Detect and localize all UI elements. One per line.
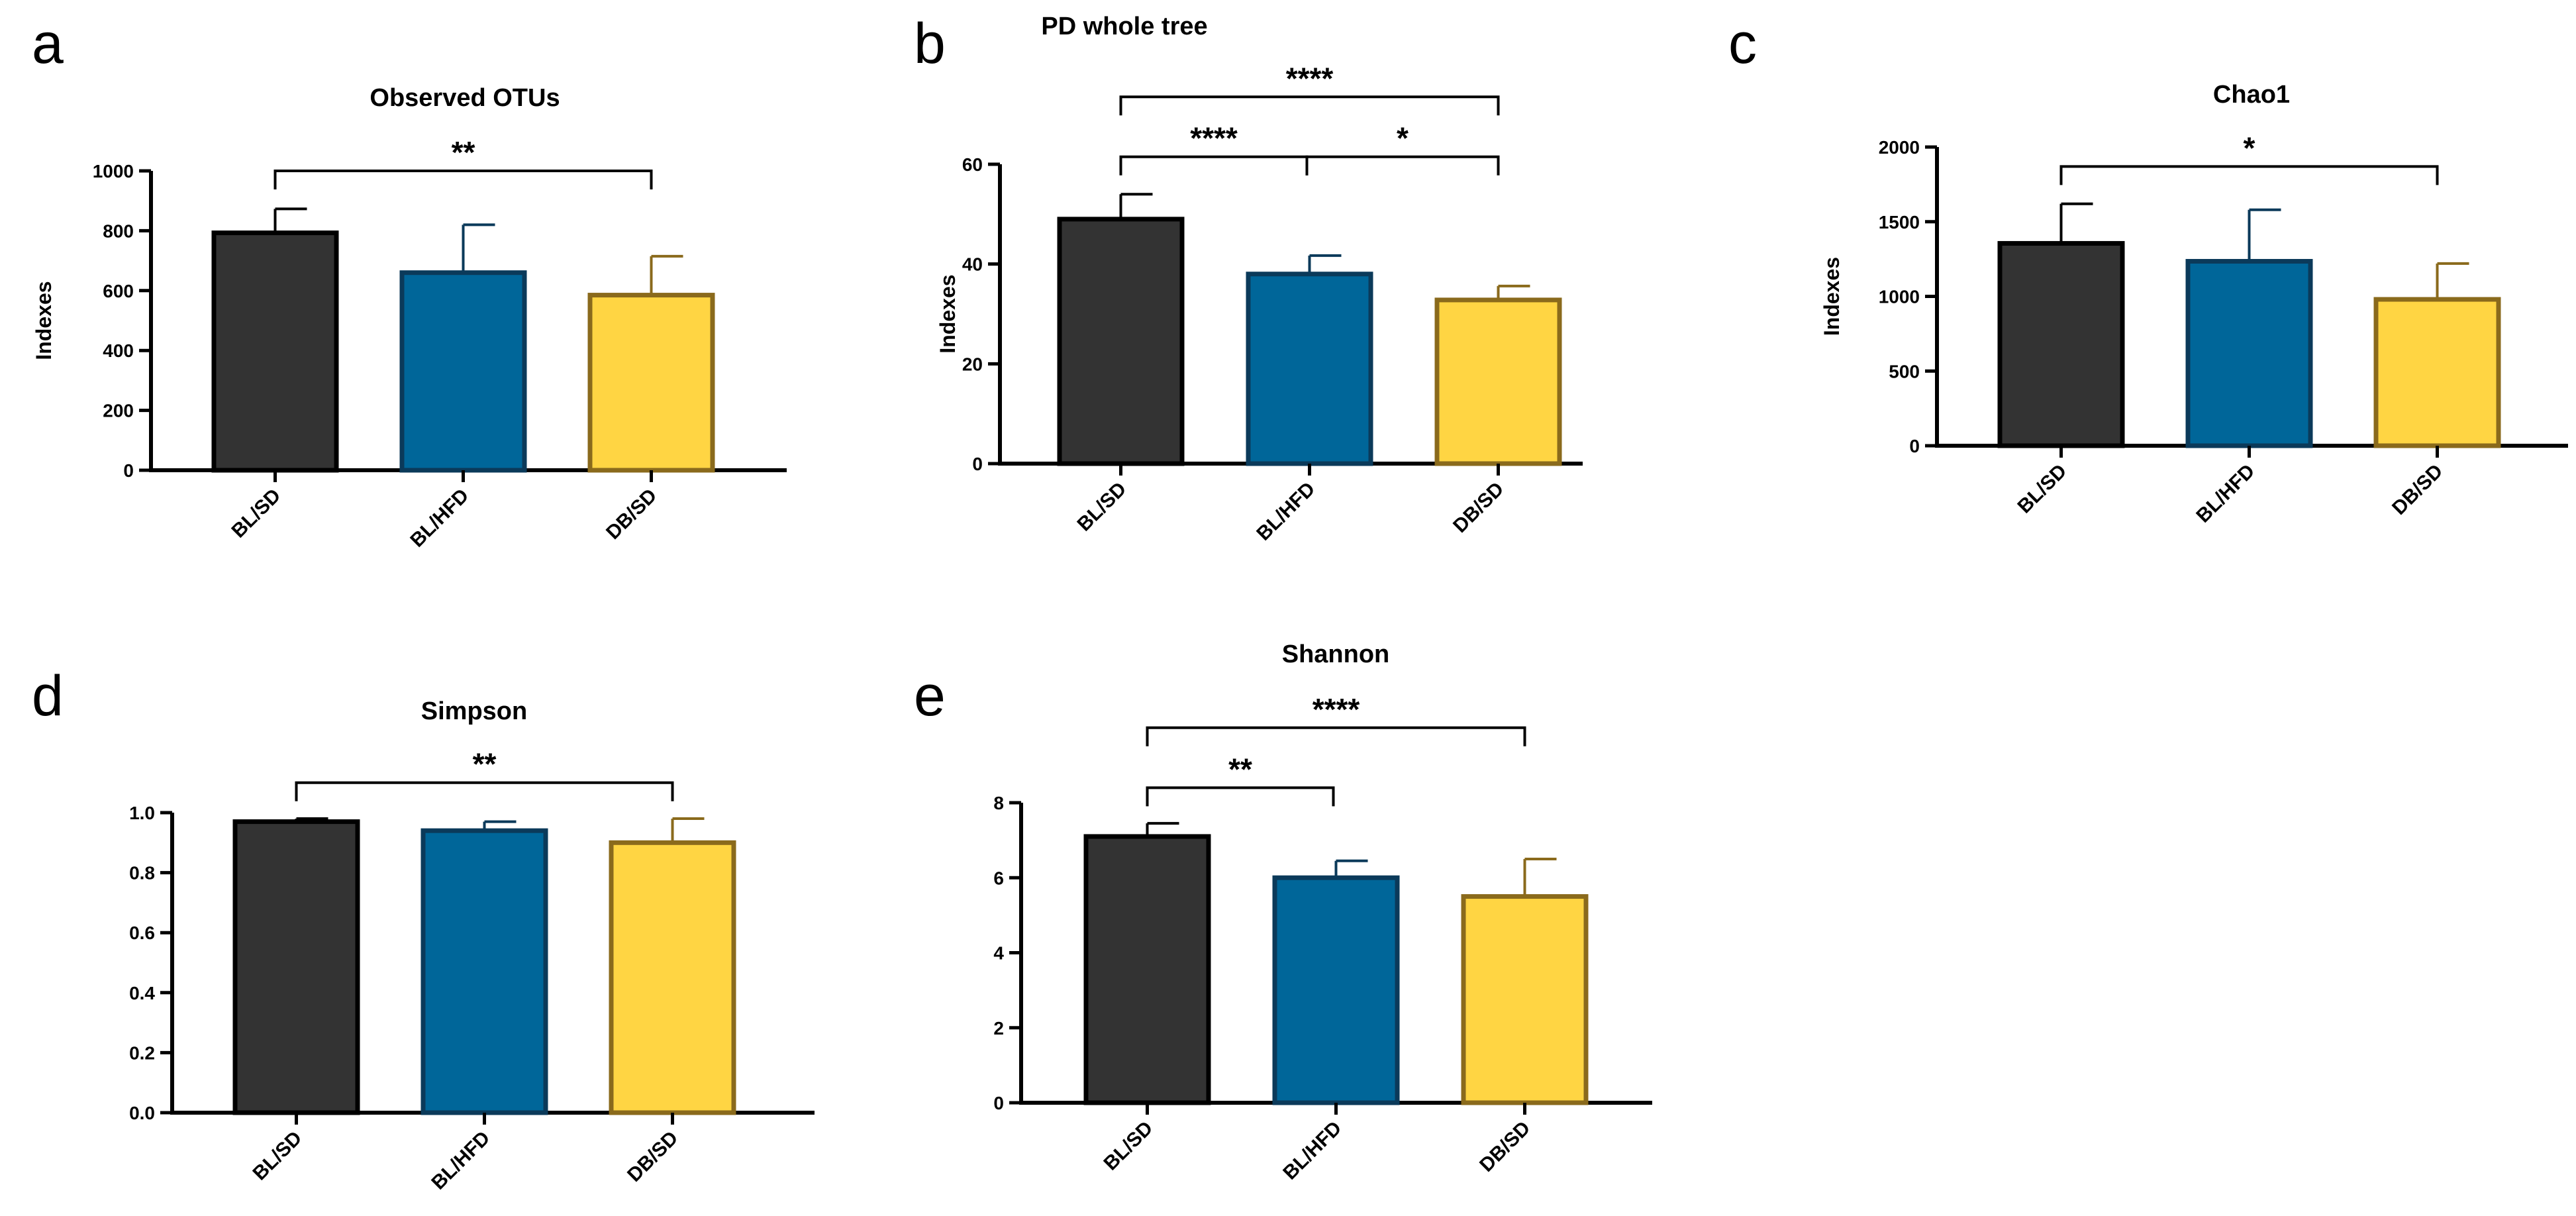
y-tick-label-d: 0.4 xyxy=(129,983,155,1003)
significance-label-b: **** xyxy=(1190,121,1238,156)
significance-label-d: ** xyxy=(473,747,497,782)
y-tick-label-b: 60 xyxy=(962,154,983,175)
y-axis-label-a: Indexes xyxy=(32,281,56,360)
y-tick-label-d: 0.8 xyxy=(129,863,155,884)
panel-letter-d: d xyxy=(32,664,64,728)
x-tick-label-e: BL/HFD xyxy=(1279,1117,1346,1184)
y-axis-label-b: Indexes xyxy=(936,274,960,353)
x-tick-label-a: BL/HFD xyxy=(406,485,473,552)
y-axis-label-c: Indexes xyxy=(1820,257,1844,336)
y-tick-label-c: 1500 xyxy=(1879,212,1920,232)
bar-b-bl-sd xyxy=(1057,217,1185,466)
panel-letter-e: e xyxy=(914,664,946,728)
bar-e-db-sd xyxy=(1461,894,1589,1105)
y-tick-label-d: 0.2 xyxy=(129,1042,155,1063)
y-tick-label-e: 4 xyxy=(993,943,1004,964)
panel-letter-c: c xyxy=(1728,12,1757,76)
bar-d-db-sd xyxy=(609,840,736,1115)
bar-d-bl-hfd xyxy=(421,828,548,1115)
chart-title-b: PD whole tree xyxy=(1041,13,1207,40)
panel-letter-b: b xyxy=(914,12,946,76)
chart-title-d: Simpson xyxy=(421,697,527,725)
y-tick-label-a: 1000 xyxy=(93,161,134,181)
y-tick-label-d: 1.0 xyxy=(129,803,155,823)
bar-a-bl-sd xyxy=(211,230,339,473)
chart-title-e: Shannon xyxy=(1282,640,1390,668)
panel-letter-a: a xyxy=(32,12,64,76)
significance-label-e: **** xyxy=(1313,692,1360,727)
bar-a-db-sd xyxy=(587,293,715,473)
x-tick-label-b: BL/HFD xyxy=(1252,478,1319,545)
significance-label-a: ** xyxy=(452,135,475,170)
bar-e-bl-hfd xyxy=(1272,875,1400,1105)
x-tick-label-d: BL/HFD xyxy=(427,1127,494,1194)
x-tick-label-e: DB/SD xyxy=(1475,1117,1534,1176)
y-tick-label-c: 0 xyxy=(1909,436,1920,456)
x-tick-label-c: DB/SD xyxy=(2388,460,2447,519)
chart-title-a: Observed OTUs xyxy=(370,84,560,112)
significance-bracket-e xyxy=(1146,786,1335,807)
significance-label-b: **** xyxy=(1286,61,1334,95)
bar-c-bl-hfd xyxy=(2185,259,2313,448)
x-tick-label-b: DB/SD xyxy=(1449,478,1508,537)
x-tick-label-d: BL/SD xyxy=(248,1127,306,1185)
significance-label-b: * xyxy=(1397,121,1409,156)
bar-c-db-sd xyxy=(2373,297,2501,448)
x-tick-label-c: BL/HFD xyxy=(2192,460,2259,527)
y-tick-label-e: 6 xyxy=(993,868,1004,888)
significance-bracket-a xyxy=(273,170,653,189)
significance-bracket-e xyxy=(1146,726,1526,746)
y-tick-label-a: 400 xyxy=(103,340,134,361)
x-tick-label-a: BL/SD xyxy=(227,485,285,542)
y-tick-label-d: 0.6 xyxy=(129,923,155,943)
bar-a-bl-hfd xyxy=(399,270,527,473)
significance-label-c: * xyxy=(2244,130,2255,165)
significance-bracket-b xyxy=(1305,155,1500,176)
y-tick-label-c: 2000 xyxy=(1879,137,1920,158)
significance-bracket-b xyxy=(1119,95,1500,116)
x-tick-label-d: DB/SD xyxy=(623,1127,682,1186)
y-tick-label-c: 1000 xyxy=(1879,287,1920,307)
bar-c-bl-sd xyxy=(1997,240,2125,448)
y-tick-label-e: 0 xyxy=(993,1093,1004,1113)
significance-bracket-c xyxy=(2059,165,2439,185)
y-tick-label-a: 600 xyxy=(103,281,134,301)
y-tick-label-e: 8 xyxy=(993,793,1004,813)
bar-b-bl-hfd xyxy=(1246,272,1373,466)
y-tick-label-a: 0 xyxy=(123,460,134,481)
y-tick-label-e: 2 xyxy=(993,1018,1004,1039)
significance-bracket-b xyxy=(1119,155,1309,176)
bar-b-db-sd xyxy=(1434,297,1562,466)
y-tick-label-b: 0 xyxy=(972,454,983,474)
x-tick-label-b: BL/SD xyxy=(1073,478,1130,536)
y-tick-label-a: 800 xyxy=(103,221,134,241)
chart-title-c: Chao1 xyxy=(2213,81,2290,109)
bar-d-bl-sd xyxy=(232,819,360,1115)
significance-bracket-d xyxy=(295,781,674,801)
y-tick-label-b: 20 xyxy=(962,354,983,374)
y-tick-label-d: 0.0 xyxy=(129,1103,155,1123)
x-tick-label-e: BL/SD xyxy=(1099,1117,1157,1175)
bar-e-bl-sd xyxy=(1083,834,1211,1105)
y-tick-label-c: 500 xyxy=(1889,361,1920,381)
y-tick-label-a: 200 xyxy=(103,401,134,421)
y-tick-label-b: 40 xyxy=(962,254,983,275)
x-tick-label-a: DB/SD xyxy=(602,485,661,544)
x-tick-label-c: BL/SD xyxy=(2013,460,2071,518)
significance-label-e: ** xyxy=(1228,752,1252,786)
